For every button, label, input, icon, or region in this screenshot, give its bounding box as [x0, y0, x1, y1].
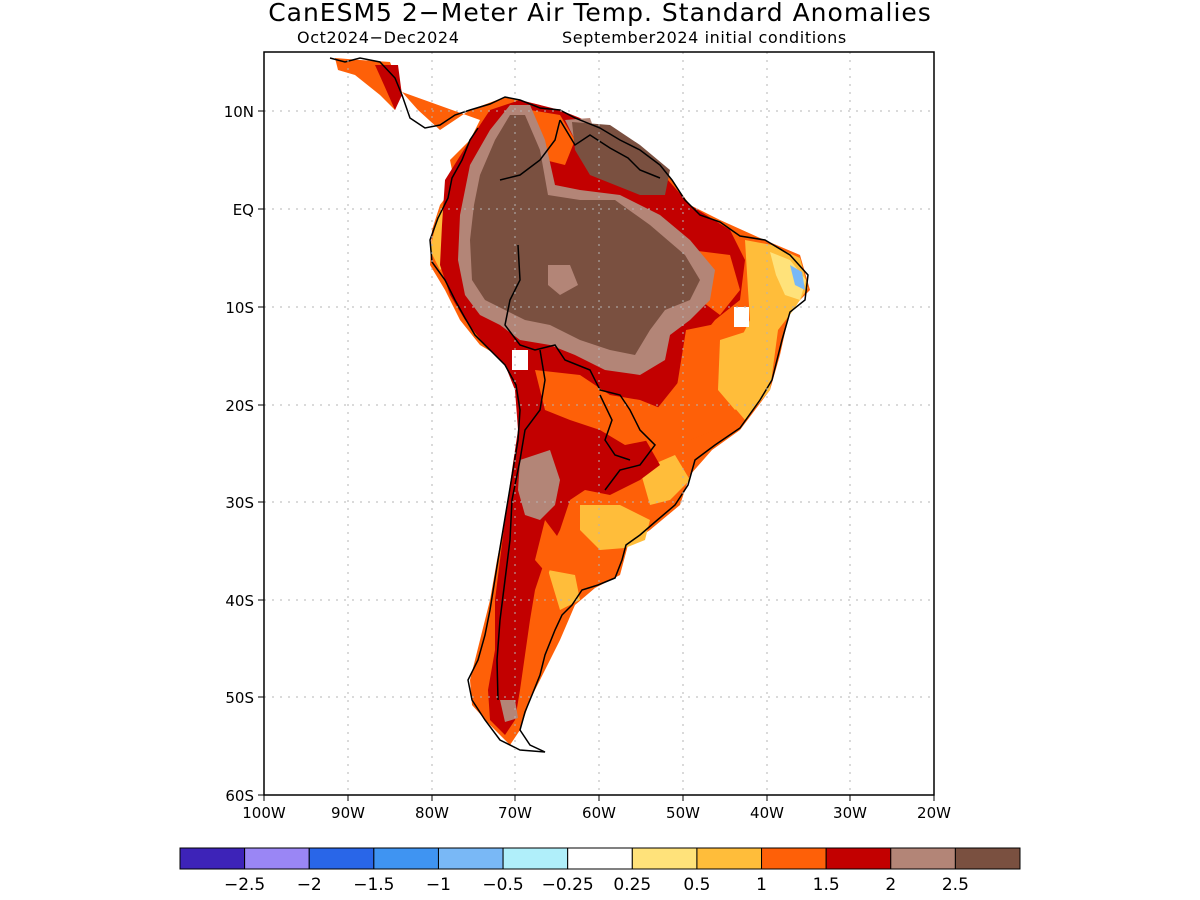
legend-label: −1 — [426, 875, 451, 895]
legend-swatch — [244, 847, 310, 870]
legend-label: −2 — [297, 875, 322, 895]
legend-label: 0.25 — [613, 875, 651, 895]
lat-label: 40S — [225, 592, 254, 610]
lon-label: 30W — [833, 804, 867, 822]
legend-label: −1.5 — [353, 875, 394, 895]
legend-swatch — [890, 847, 956, 870]
lat-label: 50S — [225, 689, 254, 707]
lat-label: 10S — [225, 299, 254, 317]
lon-label: 60W — [582, 804, 616, 822]
legend-label: −2.5 — [224, 875, 265, 895]
legend-swatch — [567, 847, 633, 870]
lon-label: 20W — [917, 804, 951, 822]
legend-label: 0.5 — [683, 875, 710, 895]
period-subtitle: Oct2024−Dec2024 — [297, 28, 460, 47]
longitude-axis: 100W 90W 80W 70W 60W 50W 40W 30W 20W — [242, 795, 951, 822]
lat-label: 20S — [225, 397, 254, 415]
color-legend: −2.5 −2 −1.5 −1 −0.5 −0.25 0.25 0.5 1 1.5 2 2.5 — [179, 847, 1021, 895]
lat-label: EQ — [233, 201, 254, 219]
legend-label: 2 — [885, 875, 896, 895]
legend-label: −0.25 — [542, 875, 594, 895]
legend-swatch — [179, 847, 246, 870]
coastlines — [329, 57, 809, 753]
legend-swatch — [761, 847, 827, 870]
lon-label: 50W — [666, 804, 700, 822]
legend-label: 1 — [756, 875, 767, 895]
init-conditions-subtitle: September2024 initial conditions — [562, 28, 847, 47]
legend-swatch — [954, 847, 1021, 870]
legend-label: −0.5 — [482, 875, 523, 895]
lon-label: 90W — [331, 804, 365, 822]
legend-label: 2.5 — [942, 875, 969, 895]
legend-swatch — [631, 847, 698, 870]
lat-label: 30S — [225, 494, 254, 512]
brown-dark-core — [470, 115, 700, 355]
lon-label: 100W — [242, 804, 286, 822]
lon-label: 70W — [498, 804, 532, 822]
legend-label: 1.5 — [813, 875, 840, 895]
legend-swatch — [825, 847, 892, 870]
lon-label: 80W — [415, 804, 449, 822]
legend-swatch — [502, 847, 569, 870]
lon-label: 40W — [750, 804, 784, 822]
legend-swatch — [696, 847, 763, 870]
map-title: CanESM5 2−Meter Air Temp. Standard Anoma… — [268, 0, 932, 27]
lat-label: 60S — [225, 787, 254, 805]
legend-swatch — [437, 847, 504, 870]
lat-label: 10N — [224, 103, 254, 121]
latitude-axis: 10N EQ 10S 20S 30S 40S 50S 60S — [224, 103, 264, 805]
anomaly-field — [335, 58, 810, 745]
legend-swatch — [308, 847, 375, 870]
legend-swatch — [373, 847, 439, 870]
